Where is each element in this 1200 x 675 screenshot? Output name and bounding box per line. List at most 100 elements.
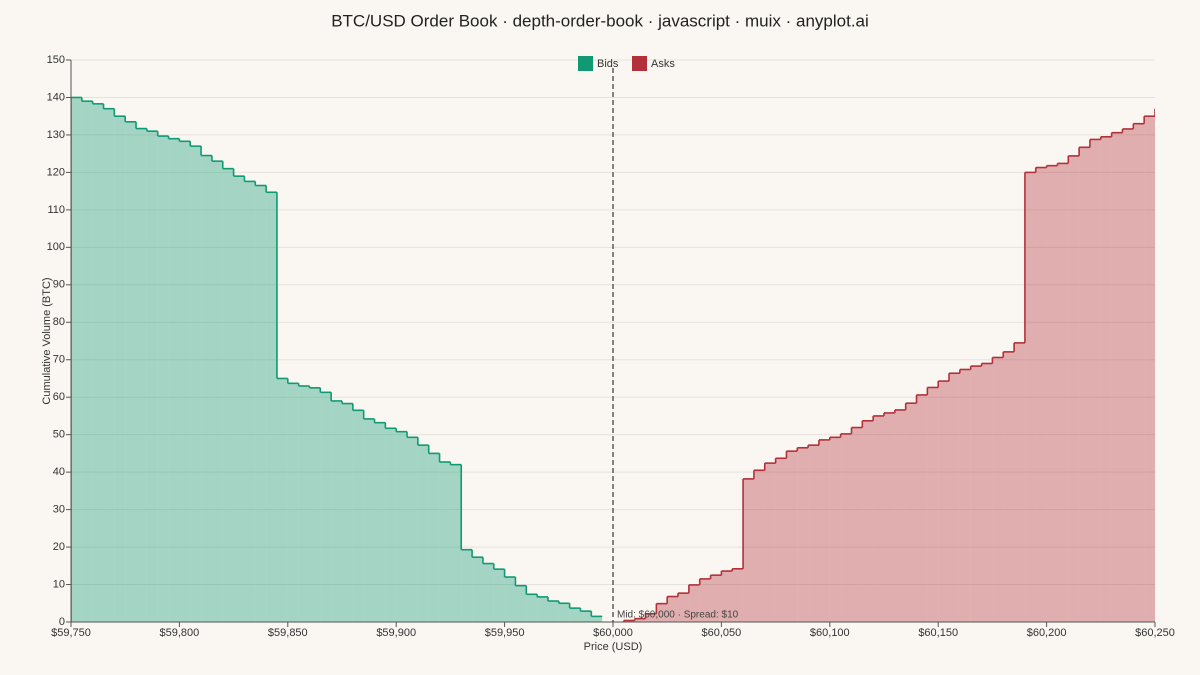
depth-area: [81, 101, 93, 622]
depth-area: [1111, 132, 1123, 622]
y-tick-label: 80: [53, 316, 65, 328]
depth-area: [331, 400, 342, 622]
plot-area: [71, 96, 1166, 622]
legend-label: Bids: [597, 58, 619, 70]
depth-area: [949, 373, 960, 622]
depth-area: [320, 392, 332, 622]
y-tick-label: 70: [53, 354, 65, 366]
x-tick-label: $59,900: [376, 627, 416, 639]
depth-area: [959, 369, 971, 622]
depth-area: [688, 584, 700, 622]
depth-area: [851, 427, 863, 622]
depth-area: [1100, 136, 1112, 622]
depth-area: [797, 447, 809, 622]
depth-area: [894, 409, 906, 622]
depth-area: [287, 383, 299, 622]
depth-area: [493, 569, 505, 622]
depth-area: [428, 453, 440, 622]
y-tick-label: 150: [47, 54, 65, 66]
depth-area: [862, 420, 874, 622]
x-tick-label: $60,100: [810, 627, 850, 639]
y-tick-label: 90: [53, 279, 65, 291]
depth-area: [569, 608, 581, 622]
depth-area: [537, 596, 548, 622]
depth-area: [168, 138, 180, 622]
annotation: Mid: $60,000 · Spread: $10: [617, 610, 739, 621]
depth-area: [407, 437, 418, 622]
depth-area: [211, 161, 223, 622]
depth-area: [981, 363, 993, 622]
y-tick-label: 50: [53, 429, 65, 441]
x-axis-label: Price (USD): [584, 641, 643, 653]
depth-area: [840, 433, 852, 622]
y-axis-label: Cumulative Volume (BTC): [41, 277, 53, 404]
depth-area: [829, 437, 841, 622]
depth-area: [970, 366, 982, 622]
depth-area: [179, 141, 191, 622]
depth-area: [157, 136, 169, 622]
depth-area: [1079, 147, 1090, 622]
depth-area: [136, 128, 147, 622]
depth-area: [1046, 165, 1058, 622]
depth-area: [1024, 172, 1036, 622]
depth-area: [352, 410, 364, 622]
depth-area: [255, 185, 267, 622]
depth-area: [309, 387, 321, 622]
depth-area: [233, 176, 245, 622]
x-tick-label: $60,000: [593, 627, 633, 639]
depth-area: [1155, 109, 1166, 622]
depth-area: [201, 155, 212, 622]
depth-area: [482, 563, 494, 622]
depth-area: [190, 146, 202, 622]
depth-area: [927, 387, 939, 622]
depth-area: [222, 168, 234, 622]
depth-area: [363, 418, 375, 622]
depth-area: [1014, 342, 1025, 622]
depth-area: [450, 464, 462, 622]
legend-swatch: [632, 56, 647, 71]
depth-area: [266, 192, 277, 622]
x-tick-label: $60,250: [1135, 627, 1175, 639]
depth-area: [125, 121, 137, 622]
y-tick-label: 0: [59, 616, 65, 628]
depth-area: [1144, 116, 1155, 622]
depth-area: [439, 462, 451, 622]
depth-area: [634, 618, 646, 622]
axes: 0 10 20 30 40 50 60 70 80 90 100 110 120 130 140 150 $59…: [47, 54, 1175, 639]
depth-area: [645, 613, 657, 622]
depth-area: [342, 403, 353, 622]
depth-area: [244, 181, 256, 622]
depth-area: [298, 385, 310, 622]
depth-area: [764, 463, 776, 622]
depth-area: [417, 445, 429, 622]
depth-area: [374, 422, 386, 622]
depth-area: [1068, 155, 1080, 622]
depth-area: [992, 357, 1004, 622]
depth-area: [743, 478, 754, 622]
legend-swatch: [578, 56, 593, 71]
depth-area: [472, 557, 483, 622]
depth-area: [699, 578, 711, 622]
x-tick-label: $60,200: [1027, 627, 1067, 639]
depth-area: [775, 458, 787, 622]
depth-area: [276, 378, 288, 622]
depth-area: [732, 568, 744, 622]
depth-area: [753, 470, 765, 622]
y-tick-label: 20: [53, 541, 65, 553]
depth-area: [526, 594, 538, 622]
depth-area: [385, 428, 397, 622]
legend-label: Asks: [651, 58, 675, 70]
x-tick-label: $60,050: [702, 627, 742, 639]
y-tick-label: 60: [53, 391, 65, 403]
depth-area: [884, 412, 895, 622]
depth-area: [515, 585, 527, 622]
depth-area: [873, 415, 884, 622]
y-tick-label: 130: [47, 129, 65, 141]
depth-area: [916, 394, 928, 622]
depth-area: [1089, 139, 1101, 622]
depth-area: [818, 439, 830, 622]
depth-area: [591, 616, 603, 622]
x-tick-label: $59,850: [268, 627, 308, 639]
y-tick-label: 110: [47, 204, 65, 216]
